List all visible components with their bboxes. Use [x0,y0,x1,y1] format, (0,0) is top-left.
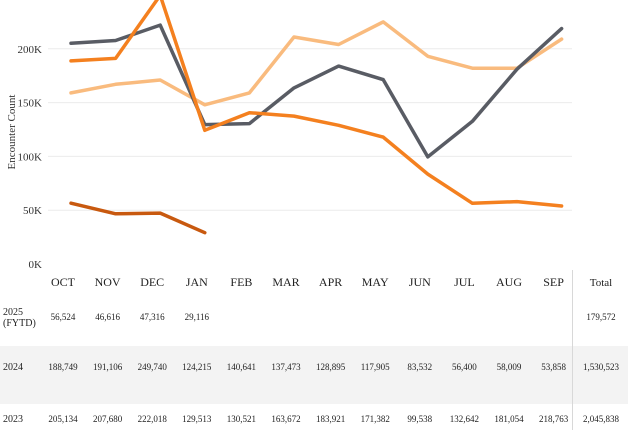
row-total: 2,045,838 [583,414,619,424]
table-cell: 205,134 [48,414,78,424]
data-table: 2025 (FYTD) 56,524 46,616 47,316 29,116 179,57… [0,296,628,430]
y-tick-label: 100K [18,151,43,163]
table-cell: 58,009 [496,362,522,372]
x-tick-label: MAR [272,275,299,289]
table-cell: 29,116 [184,312,209,322]
total-column-divider [572,270,573,430]
x-tick-label: JUL [454,275,475,289]
series-lines [69,0,564,235]
series-line [69,20,564,107]
row-total: 179,572 [586,312,616,322]
y-tick-label: 250K [18,0,43,2]
y-tick-label: 150K [18,98,43,110]
row-label: 2025 (FYTD) [3,307,36,329]
table-cell: 124,215 [182,362,212,372]
x-tick-label: JUN [409,275,431,289]
series-line [69,201,207,235]
table-cell: 191,106 [92,362,123,372]
y-tick-label: 50K [23,205,42,217]
total-column-header: Total [590,277,612,289]
x-tick-label: SEP [543,275,564,289]
series-line [69,23,564,159]
x-tick-label: JAN [186,275,208,289]
y-tick-label: 0K [29,259,43,271]
x-tick-label: OCT [51,275,76,289]
line-chart: 0K 50K 100K 150K 200K 250K OCT NOV DEC JAN FEB MAR… [18,0,612,289]
row-total: 1,530,523 [583,362,619,372]
table-cell: 183,921 [315,414,346,424]
table-cell: 171,382 [360,414,390,424]
x-tick-label: AUG [496,275,522,289]
table-cell: 163,672 [271,414,301,424]
table-cell: 128,895 [315,362,346,372]
table-row [0,346,628,404]
table-cell: 46,616 [95,312,120,322]
table-cell: 181,054 [494,414,524,424]
table-cell: 188,749 [48,362,78,372]
table-cell: 140,641 [226,362,257,372]
table-cell: 222,018 [137,414,167,424]
y-axis-label: Encounter Count [6,94,18,170]
table-cell: 99,538 [407,414,433,424]
row-label: 2024 [3,362,23,373]
table-cell: 249,740 [137,362,167,372]
table-cell: 47,316 [139,312,165,322]
x-tick-label: APR [319,275,342,289]
table-cell: 56,400 [452,362,477,372]
series-line [69,0,564,208]
table-cell: 129,513 [182,414,212,424]
table-cell: 207,680 [92,414,123,424]
table-cell: 56,524 [50,312,76,322]
table-cell: 53,858 [541,362,566,372]
x-tick-label: DEC [140,275,164,289]
table-cell: 137,473 [271,362,301,372]
x-tick-label: MAY [362,275,389,289]
table-cell: 130,521 [226,414,257,424]
x-axis-ticks: OCT NOV DEC JAN FEB MAR APR MAY JUN JUL AUG SEP Tota… [51,275,612,289]
grid-lines [48,48,572,211]
x-tick-label: FEB [230,275,252,289]
row-label: 2023 [3,414,23,425]
table-cell: 218,763 [538,414,569,424]
table-cell: 83,532 [407,362,433,372]
table-cell: 132,642 [449,414,480,424]
y-tick-label: 200K [18,44,43,56]
x-tick-label: NOV [95,275,121,289]
y-axis-ticks: 0K 50K 100K 150K 200K 250K [18,0,43,271]
table-cell: 117,905 [360,362,390,372]
